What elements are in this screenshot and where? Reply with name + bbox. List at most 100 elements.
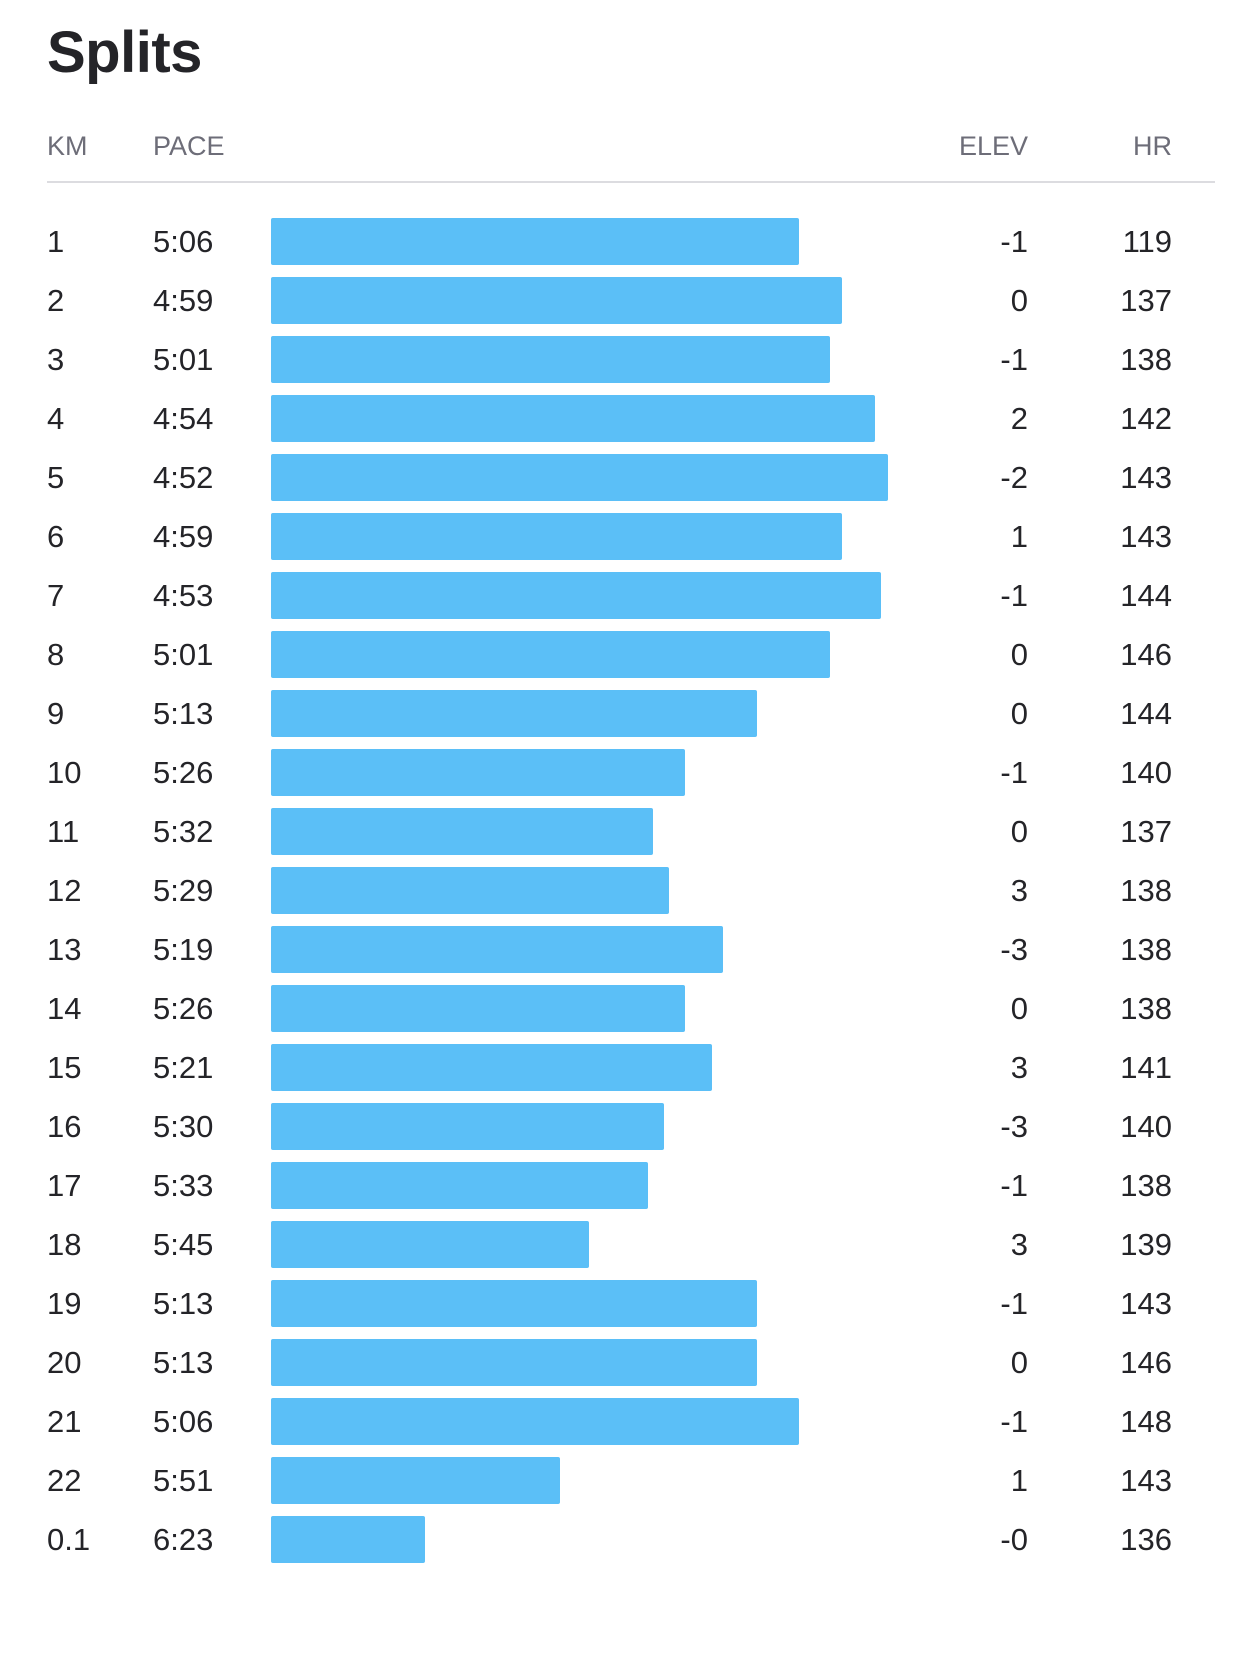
split-row: 11 5:32 0 137 — [0, 808, 1242, 867]
split-hr: 139 — [1120, 1227, 1172, 1262]
split-row: 10 5:26 -1 140 — [0, 749, 1242, 808]
split-km: 13 — [47, 932, 82, 967]
split-elev: -1 — [1000, 578, 1028, 613]
split-hr: 138 — [1120, 873, 1172, 908]
split-km: 22 — [47, 1463, 82, 1498]
split-elev: 0 — [1010, 283, 1028, 318]
split-row: 7 4:53 -1 144 — [0, 572, 1242, 631]
split-hr: 138 — [1120, 342, 1172, 377]
split-hr: 141 — [1120, 1050, 1172, 1085]
split-row: 8 5:01 0 146 — [0, 631, 1242, 690]
split-elev: 1 — [1010, 1463, 1028, 1498]
split-hr: 144 — [1120, 578, 1172, 613]
split-elev: 2 — [1010, 401, 1028, 436]
split-row: 3 5:01 -1 138 — [0, 336, 1242, 395]
split-pace: 5:13 — [153, 1286, 214, 1321]
split-km: 21 — [47, 1404, 82, 1439]
pace-bar — [271, 1280, 757, 1327]
pace-bar — [271, 218, 799, 265]
pace-bar — [271, 336, 830, 383]
split-elev: -2 — [1000, 460, 1028, 495]
split-hr: 146 — [1120, 1345, 1172, 1380]
split-hr: 140 — [1120, 1109, 1172, 1144]
split-km: 0.1 — [47, 1522, 91, 1557]
split-km: 11 — [47, 814, 80, 849]
pace-bar — [271, 867, 669, 914]
pace-bar — [271, 1516, 425, 1563]
split-pace: 5:06 — [153, 1404, 214, 1439]
split-km: 10 — [47, 755, 82, 790]
split-hr: 138 — [1120, 932, 1172, 967]
split-elev: -1 — [1000, 755, 1028, 790]
split-row: 13 5:19 -3 138 — [0, 926, 1242, 985]
split-pace: 4:59 — [153, 283, 214, 318]
split-pace: 5:33 — [153, 1168, 214, 1203]
split-pace: 4:53 — [153, 578, 214, 613]
pace-bar — [271, 1398, 799, 1445]
split-km: 9 — [47, 696, 65, 731]
split-km: 16 — [47, 1109, 82, 1144]
split-pace: 5:13 — [153, 696, 214, 731]
split-hr: 143 — [1120, 1463, 1172, 1498]
split-row: 17 5:33 -1 138 — [0, 1162, 1242, 1221]
split-elev: -3 — [1000, 932, 1028, 967]
column-header-km: KM — [47, 131, 88, 161]
split-km: 4 — [47, 401, 65, 436]
split-pace: 5:26 — [153, 991, 214, 1026]
pace-bar — [271, 1339, 757, 1386]
split-hr: 138 — [1120, 1168, 1172, 1203]
split-hr: 119 — [1122, 224, 1172, 259]
split-row: 0.1 6:23 -0 136 — [0, 1516, 1242, 1575]
pace-bar — [271, 1044, 712, 1091]
split-row: 22 5:51 1 143 — [0, 1457, 1242, 1516]
split-km: 5 — [47, 460, 65, 495]
split-km: 12 — [47, 873, 82, 908]
split-pace: 5:32 — [153, 814, 214, 849]
pace-bar — [271, 572, 881, 619]
split-km: 2 — [47, 283, 65, 318]
split-elev: -1 — [1000, 1286, 1028, 1321]
split-row: 15 5:21 3 141 — [0, 1044, 1242, 1103]
pace-bar — [271, 1103, 664, 1150]
split-row: 12 5:29 3 138 — [0, 867, 1242, 926]
split-hr: 143 — [1120, 460, 1172, 495]
split-pace: 5:13 — [153, 1345, 214, 1380]
split-elev: 0 — [1010, 696, 1028, 731]
column-header-elev: ELEV — [958, 131, 1028, 161]
split-km: 20 — [47, 1345, 82, 1380]
split-pace: 5:06 — [153, 224, 214, 259]
split-pace: 5:29 — [153, 873, 214, 908]
split-km: 8 — [47, 637, 65, 672]
pace-bar — [271, 454, 888, 501]
split-hr: 143 — [1120, 519, 1172, 554]
split-hr: 148 — [1120, 1404, 1172, 1439]
split-pace: 4:59 — [153, 519, 214, 554]
split-row: 19 5:13 -1 143 — [0, 1280, 1242, 1339]
page-title: Splits — [47, 20, 202, 85]
split-km: 7 — [47, 578, 65, 613]
column-header-hr: HR — [1133, 131, 1172, 161]
split-hr: 142 — [1120, 401, 1172, 436]
split-row: 18 5:45 3 139 — [0, 1221, 1242, 1280]
split-pace: 5:51 — [153, 1463, 214, 1498]
split-elev: -1 — [1000, 342, 1028, 377]
split-pace: 4:54 — [153, 401, 214, 436]
split-elev: -1 — [1000, 1168, 1028, 1203]
split-elev: 0 — [1010, 637, 1028, 672]
header-divider — [47, 181, 1215, 183]
split-elev: -0 — [1000, 1522, 1028, 1557]
split-elev: -1 — [1000, 224, 1028, 259]
split-hr: 146 — [1120, 637, 1172, 672]
split-pace: 5:45 — [153, 1227, 214, 1262]
split-km: 14 — [47, 991, 82, 1026]
pace-bar — [271, 513, 842, 560]
split-row: 6 4:59 1 143 — [0, 513, 1242, 572]
split-row: 1 5:06 -1 119 — [0, 218, 1242, 277]
split-pace: 4:52 — [153, 460, 214, 495]
split-elev: 0 — [1010, 814, 1028, 849]
split-row: 5 4:52 -2 143 — [0, 454, 1242, 513]
pace-bar — [271, 985, 685, 1032]
pace-bar — [271, 1457, 560, 1504]
pace-bar — [271, 1162, 648, 1209]
split-elev: 0 — [1010, 991, 1028, 1026]
